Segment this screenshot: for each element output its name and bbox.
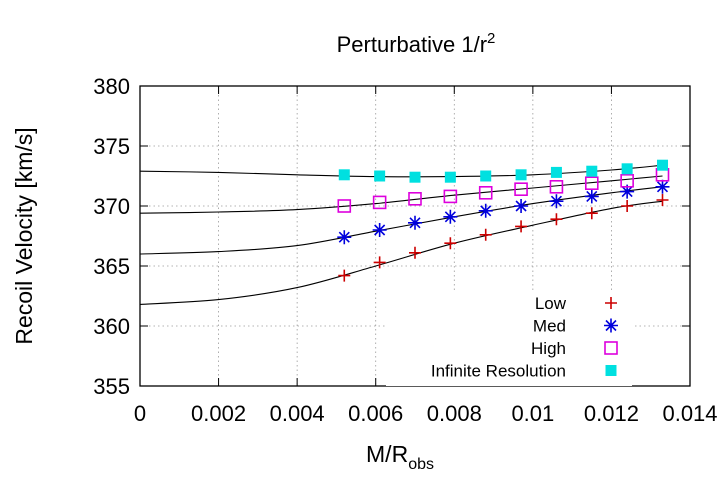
point-high xyxy=(549,180,564,194)
x-axis-label-subscript: obs xyxy=(408,456,434,473)
y-tick-label: 360 xyxy=(93,314,130,339)
point-med xyxy=(655,179,670,194)
axis-ticks: 0 0.002 0.004 0.006 0.008 0.01 0.012 0.014 355 36… xyxy=(93,74,717,426)
fit-curve-line xyxy=(139,200,663,305)
y-tick-label: 355 xyxy=(93,374,130,399)
data-points xyxy=(337,159,670,282)
y-axis-label: Recoil Velocity [km/s] xyxy=(11,127,37,344)
point-high xyxy=(443,189,458,204)
point-med xyxy=(443,209,458,224)
y-tick-label: 365 xyxy=(93,254,130,279)
x-axis-label: M/Robs xyxy=(366,441,434,473)
point-low xyxy=(338,269,351,282)
legend-marker-med xyxy=(604,318,618,333)
point-low xyxy=(444,237,457,250)
x-tick-label: 0.01 xyxy=(511,401,554,426)
point-high xyxy=(478,186,493,200)
fit-curve-line xyxy=(139,186,663,255)
point-high xyxy=(337,199,352,213)
point-infinite-resolution xyxy=(374,170,386,182)
point-low xyxy=(515,220,528,233)
point-med xyxy=(584,189,599,204)
point-infinite-resolution xyxy=(621,163,633,175)
point-med xyxy=(478,203,493,218)
point-infinite-resolution xyxy=(657,159,668,171)
x-tick-label: 0.004 xyxy=(270,401,325,426)
x-tick-label: 0.012 xyxy=(584,401,639,426)
point-med xyxy=(337,230,352,245)
point-infinite-resolution xyxy=(338,169,350,181)
chart-title-superscript: 2 xyxy=(487,30,495,47)
legend-label-high: High xyxy=(531,339,566,358)
legend-label-med: Med xyxy=(533,317,566,336)
legend-marker-infinite-resolution xyxy=(605,365,617,376)
x-tick-label: 0 xyxy=(134,401,146,426)
fit-curve-line xyxy=(139,164,663,178)
x-tick-label: 0.002 xyxy=(191,401,246,426)
x-tick-label: 0.008 xyxy=(427,401,482,426)
point-low xyxy=(409,246,421,259)
legend-background xyxy=(386,290,632,386)
point-high xyxy=(620,174,634,188)
point-infinite-resolution xyxy=(444,171,456,183)
point-med xyxy=(408,215,422,230)
point-low xyxy=(585,207,598,220)
point-med xyxy=(620,184,635,199)
legend-label-low: Low xyxy=(535,294,567,313)
legend-marker-high xyxy=(604,341,618,355)
legend: Low Med High Infinite Resolution xyxy=(386,290,632,386)
point-high xyxy=(372,195,387,210)
y-tick-label: 370 xyxy=(93,194,130,219)
point-low xyxy=(656,194,669,206)
x-tick-label: 0.014 xyxy=(662,401,717,426)
legend-label-infinite-resolution: Infinite Resolution xyxy=(431,362,566,381)
y-tick-label: 380 xyxy=(93,74,130,99)
point-infinite-resolution xyxy=(409,171,421,183)
point-infinite-resolution xyxy=(480,170,492,182)
point-low xyxy=(550,213,563,226)
point-low xyxy=(479,228,492,241)
x-tick-label: 0.006 xyxy=(348,401,403,426)
point-infinite-resolution xyxy=(550,166,562,178)
point-high xyxy=(514,182,528,196)
point-high xyxy=(408,192,422,206)
legend-marker-low xyxy=(605,297,617,309)
point-med xyxy=(514,199,529,213)
point-high xyxy=(584,176,599,190)
point-infinite-resolution xyxy=(586,165,598,177)
point-med xyxy=(372,223,387,237)
point-low xyxy=(373,256,386,269)
point-med xyxy=(549,194,564,209)
point-infinite-resolution xyxy=(515,169,527,181)
y-tick-label: 375 xyxy=(93,134,130,159)
point-low xyxy=(621,200,634,212)
chart-title: Perturbative 1/r2 xyxy=(337,30,496,57)
